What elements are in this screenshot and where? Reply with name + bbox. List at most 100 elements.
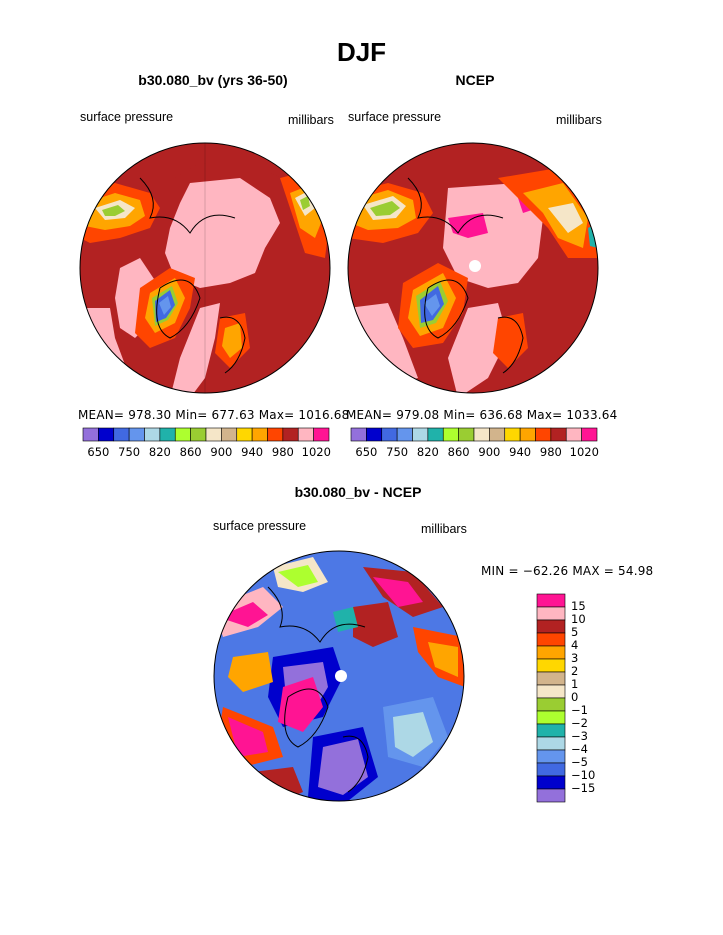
- colorbar-swatch: [174, 427, 191, 442]
- colorbar-tick-label: 860: [447, 445, 470, 459]
- colorbar-tick-label: 820: [148, 445, 171, 459]
- colorbar-swatch: [267, 427, 284, 442]
- colorbar-swatch: [313, 427, 330, 442]
- colorbar-tick-label: 1: [571, 677, 579, 691]
- diff-panel-variable-label: surface pressure: [213, 519, 307, 533]
- colorbar-swatch: [350, 427, 367, 442]
- left-colorbar-ticks: 650 750 820 860 900 940 980 1020: [83, 445, 331, 461]
- right-panel-units-label: millibars: [556, 113, 602, 127]
- right-panel-title: NCEP: [455, 72, 495, 88]
- colorbar-tick-label: 650: [355, 445, 378, 459]
- colorbar-swatch: [427, 427, 444, 442]
- colorbar-swatch: [536, 697, 566, 712]
- left-panel-variable-label: surface pressure: [80, 110, 174, 124]
- colorbar-swatch: [536, 723, 566, 738]
- colorbar-tick-label: 940: [241, 445, 264, 459]
- colorbar-tick-label: 860: [179, 445, 202, 459]
- colorbar-swatch: [489, 427, 506, 442]
- colorbar-tick-label: −10: [571, 768, 596, 782]
- colorbar-swatch: [205, 427, 222, 442]
- colorbar-tick-label: −2: [571, 716, 588, 730]
- left-panel-units-label: millibars: [288, 113, 334, 127]
- colorbar-swatch: [550, 427, 567, 442]
- colorbar-swatch: [581, 427, 598, 442]
- diff-panel-units-label: millibars: [421, 522, 467, 536]
- colorbar-swatch: [536, 606, 566, 621]
- colorbar-swatch: [473, 427, 490, 442]
- left-panel-title: b30.080_bv (yrs 36-50): [138, 72, 288, 88]
- colorbar-tick-label: −5: [571, 755, 588, 769]
- difference-polar-map: [213, 550, 465, 802]
- colorbar-tick-label: 2: [571, 664, 579, 678]
- figure-title: DJF: [336, 37, 387, 67]
- colorbar-tick-label: 900: [210, 445, 233, 459]
- right-panel-variable-label: surface pressure: [348, 110, 442, 124]
- colorbar-swatch: [381, 427, 398, 442]
- colorbar-swatch: [412, 427, 429, 442]
- colorbar-tick-label: −4: [571, 742, 588, 756]
- colorbar-swatch: [442, 427, 459, 442]
- colorbar-swatch: [82, 427, 99, 442]
- colorbar-tick-label: −3: [571, 729, 588, 743]
- colorbar-swatch: [536, 775, 566, 790]
- right-panel-stats: MEAN= 979.08 Min= 636.68 Max= 1033.64: [346, 408, 618, 422]
- left-colorbar: [82, 427, 330, 442]
- colorbar-tick-label: 1020: [569, 445, 599, 459]
- colorbar-tick-label: 980: [539, 445, 562, 459]
- colorbar-tick-label: 10: [571, 612, 586, 626]
- colorbar-tick-label: −1: [571, 703, 588, 717]
- right-colorbar: [350, 427, 598, 442]
- diff-panel-title: b30.080_bv - NCEP: [294, 484, 422, 500]
- left-polar-map: [79, 142, 331, 394]
- colorbar-swatch: [536, 710, 566, 725]
- colorbar-swatch: [536, 645, 566, 660]
- colorbar-swatch: [536, 671, 566, 686]
- colorbar-swatch: [536, 762, 566, 777]
- colorbar-swatch: [536, 619, 566, 634]
- colorbar-swatch: [536, 788, 566, 803]
- colorbar-tick-label: 650: [87, 445, 110, 459]
- left-panel-stats: MEAN= 978.30 Min= 677.63 Max= 1016.68: [78, 408, 350, 422]
- colorbar-swatch: [458, 427, 475, 442]
- colorbar-swatch: [536, 736, 566, 751]
- colorbar-tick-label: 15: [571, 599, 586, 613]
- colorbar-swatch: [282, 427, 299, 442]
- colorbar-swatch: [536, 684, 566, 699]
- colorbar-swatch: [504, 427, 521, 442]
- colorbar-swatch: [221, 427, 238, 442]
- colorbar-tick-label: 820: [416, 445, 439, 459]
- colorbar-swatch: [536, 632, 566, 647]
- diff-colorbar-ticks: 15 10 5 4 3 2 1 0 −1 −2 −3 −4 −5 −10 −15: [571, 594, 611, 802]
- colorbar-swatch: [519, 427, 536, 442]
- colorbar-tick-label: 940: [509, 445, 532, 459]
- colorbar-tick-label: 900: [478, 445, 501, 459]
- colorbar-swatch: [159, 427, 176, 442]
- diff-colorbar: [536, 593, 566, 803]
- colorbar-swatch: [98, 427, 115, 442]
- colorbar-swatch: [236, 427, 253, 442]
- colorbar-swatch: [536, 658, 566, 673]
- colorbar-swatch: [536, 593, 566, 608]
- right-polar-map: [347, 142, 599, 394]
- colorbar-swatch: [396, 427, 413, 442]
- colorbar-swatch: [366, 427, 383, 442]
- colorbar-swatch: [113, 427, 130, 442]
- colorbar-swatch: [536, 749, 566, 764]
- colorbar-swatch: [535, 427, 552, 442]
- colorbar-tick-label: 4: [571, 638, 579, 652]
- colorbar-tick-label: 0: [571, 690, 579, 704]
- colorbar-swatch: [565, 427, 582, 442]
- colorbar-tick-label: −15: [571, 781, 596, 795]
- colorbar-swatch: [144, 427, 161, 442]
- colorbar-tick-label: 5: [571, 625, 579, 639]
- colorbar-swatch: [297, 427, 314, 442]
- colorbar-swatch: [251, 427, 268, 442]
- diff-panel-minmax: MIN = −62.26 MAX = 54.98: [481, 564, 654, 578]
- colorbar-tick-label: 980: [271, 445, 294, 459]
- colorbar-tick-label: 750: [118, 445, 141, 459]
- colorbar-swatch: [190, 427, 207, 442]
- colorbar-tick-label: 1020: [301, 445, 331, 459]
- colorbar-tick-label: 750: [386, 445, 409, 459]
- colorbar-swatch: [128, 427, 145, 442]
- right-colorbar-ticks: 650 750 820 860 900 940 980 1020: [351, 445, 599, 461]
